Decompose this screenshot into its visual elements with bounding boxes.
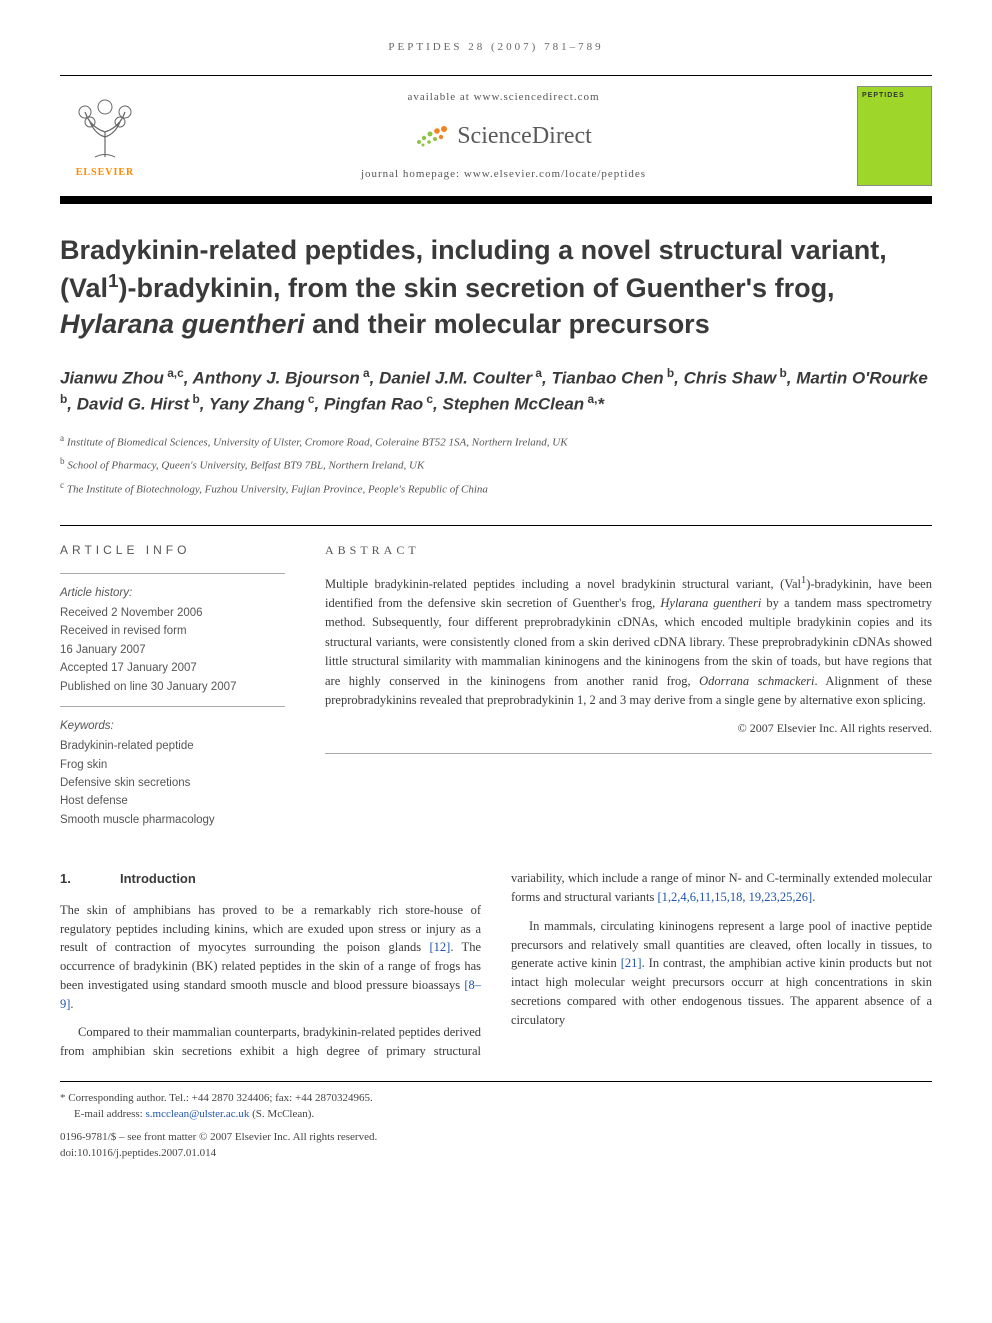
abstract-copyright: © 2007 Elsevier Inc. All rights reserved… bbox=[325, 720, 932, 737]
history-line: Published on line 30 January 2007 bbox=[60, 678, 285, 696]
elsevier-tree-icon bbox=[70, 92, 140, 162]
doi-label: doi: bbox=[60, 1147, 77, 1159]
available-at-text: available at www.sciencedirect.com bbox=[160, 90, 847, 105]
elsevier-wordmark: ELSEVIER bbox=[76, 166, 135, 180]
running-head: PEPTIDES 28 (2007) 781–789 bbox=[60, 40, 932, 55]
journal-homepage-text: journal homepage: www.elsevier.com/locat… bbox=[160, 167, 847, 182]
meta-row: ARTICLE INFO Article history: Received 2… bbox=[60, 525, 932, 839]
journal-cover-thumb: PEPTIDES bbox=[857, 86, 932, 186]
abstract-text: Multiple bradykinin-related peptides inc… bbox=[325, 573, 932, 711]
abstract-heading: ABSTRACT bbox=[325, 542, 932, 559]
keyword: Smooth muscle pharmacology bbox=[60, 811, 285, 829]
keyword: Bradykinin-related peptide bbox=[60, 737, 285, 755]
corr-author-line: * Corresponding author. Tel.: +44 2870 3… bbox=[60, 1090, 932, 1107]
sciencedirect-swoosh-icon bbox=[415, 122, 449, 150]
article-history-block: Article history: Received 2 November 200… bbox=[60, 573, 285, 706]
body-paragraph: The skin of amphibians has proved to be … bbox=[60, 901, 481, 1014]
keyword: Host defense bbox=[60, 792, 285, 810]
article-info-heading: ARTICLE INFO bbox=[60, 542, 285, 559]
keyword: Defensive skin secretions bbox=[60, 774, 285, 792]
corr-email-line: E-mail address: s.mcclean@ulster.ac.uk (… bbox=[60, 1106, 932, 1123]
corresponding-author-footer: * Corresponding author. Tel.: +44 2870 3… bbox=[60, 1081, 932, 1123]
doi-link[interactable]: 10.1016/j.peptides.2007.01.014 bbox=[77, 1147, 216, 1159]
article-info-column: ARTICLE INFO Article history: Received 2… bbox=[60, 526, 285, 839]
history-line: Received 2 November 2006 bbox=[60, 604, 285, 622]
history-line: 16 January 2007 bbox=[60, 641, 285, 659]
body-paragraph: In mammals, circulating kininogens repre… bbox=[511, 917, 932, 1030]
corr-email-paren: (S. McClean). bbox=[252, 1108, 314, 1120]
article-title: Bradykinin-related peptides, including a… bbox=[60, 232, 932, 342]
section-title: Introduction bbox=[120, 871, 196, 886]
sciencedirect-text: ScienceDirect bbox=[457, 120, 592, 154]
email-label: E-mail address: bbox=[60, 1106, 143, 1123]
elsevier-logo: ELSEVIER bbox=[60, 86, 150, 186]
history-label: Article history: bbox=[60, 584, 285, 602]
section-number: 1. bbox=[60, 869, 120, 889]
front-matter: 0196-9781/$ – see front matter © 2007 El… bbox=[60, 1129, 932, 1162]
abstract-rule bbox=[325, 753, 932, 754]
affiliation: c The Institute of Biotechnology, Fuzhou… bbox=[60, 478, 932, 499]
history-line: Accepted 17 January 2007 bbox=[60, 659, 285, 677]
affiliation: a Institute of Biomedical Sciences, Univ… bbox=[60, 431, 932, 452]
masthead-center: available at www.sciencedirect.com Scien… bbox=[160, 90, 847, 182]
keywords-label: Keywords: bbox=[60, 717, 285, 735]
doi-line: doi:10.1016/j.peptides.2007.01.014 bbox=[60, 1145, 932, 1162]
masthead: ELSEVIER available at www.sciencedirect.… bbox=[60, 75, 932, 204]
sciencedirect-logo[interactable]: ScienceDirect bbox=[415, 120, 592, 154]
history-line: Received in revised form bbox=[60, 622, 285, 640]
affiliation: b School of Pharmacy, Queen's University… bbox=[60, 454, 932, 475]
abstract-column: ABSTRACT Multiple bradykinin-related pep… bbox=[325, 526, 932, 839]
body-columns: 1.Introduction The skin of amphibians ha… bbox=[60, 869, 932, 1061]
front-matter-line: 0196-9781/$ – see front matter © 2007 El… bbox=[60, 1129, 932, 1146]
corr-email-link[interactable]: s.mcclean@ulster.ac.uk bbox=[145, 1108, 249, 1120]
affiliations: a Institute of Biomedical Sciences, Univ… bbox=[60, 431, 932, 499]
authors-list: Jianwu Zhou a,c, Anthony J. Bjourson a, … bbox=[60, 365, 932, 417]
keywords-block: Keywords: Bradykinin-related peptideFrog… bbox=[60, 706, 285, 839]
section-heading: 1.Introduction bbox=[60, 869, 481, 889]
keyword: Frog skin bbox=[60, 756, 285, 774]
